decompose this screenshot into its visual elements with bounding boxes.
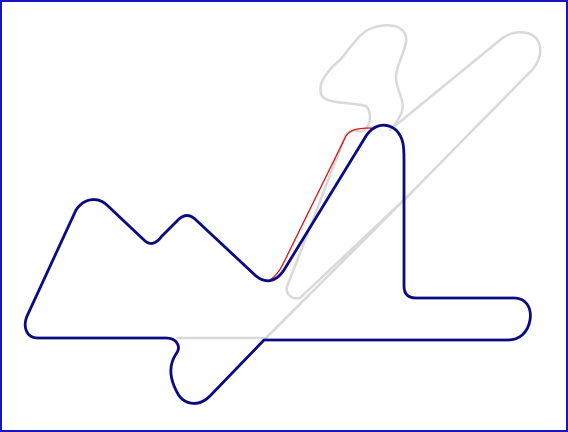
highlight-sector — [269, 127, 373, 281]
ghost-track-upper-loop — [285, 24, 542, 300]
ghost-track-lower-link — [176, 194, 410, 340]
active-track — [23, 123, 532, 405]
ghost-track — [176, 24, 542, 340]
